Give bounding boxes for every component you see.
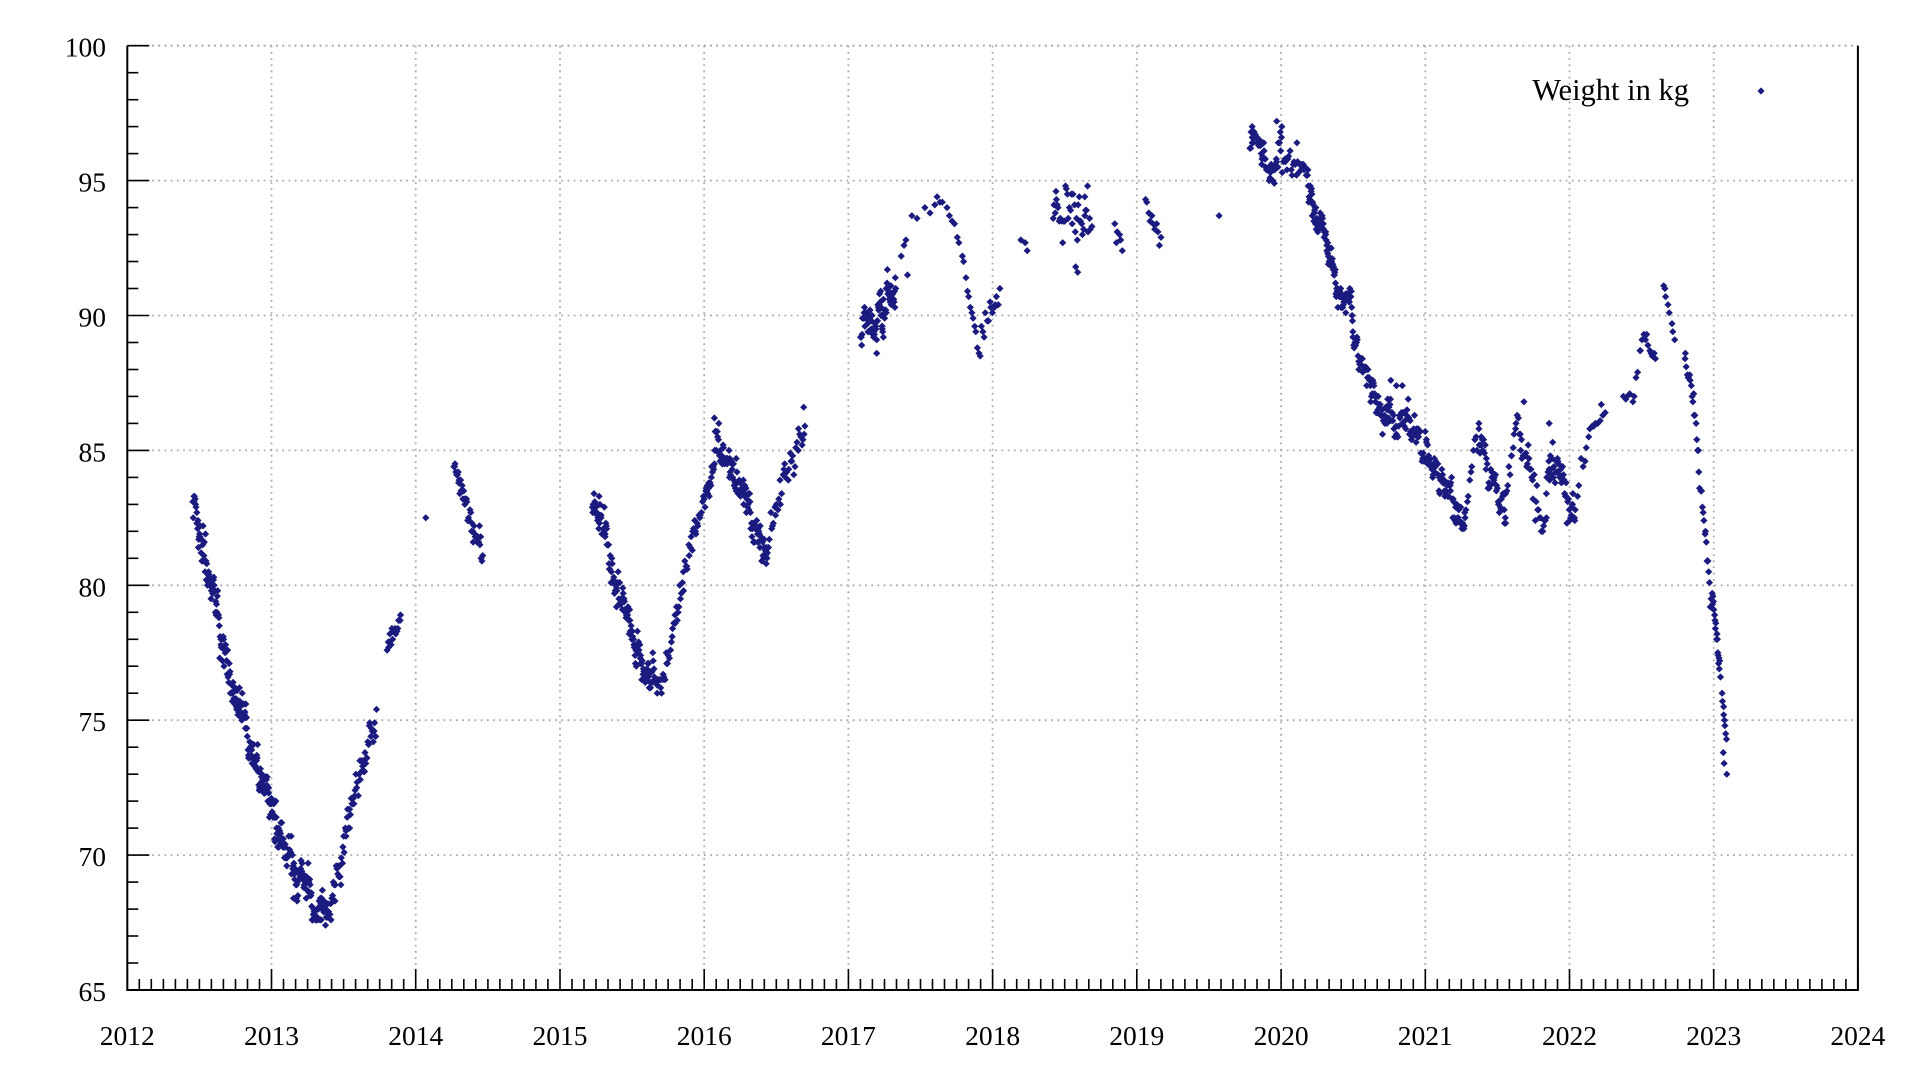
svg-text:Weight in kg: Weight in kg (1532, 73, 1689, 107)
svg-text:2015: 2015 (533, 1020, 588, 1051)
svg-text:2023: 2023 (1686, 1020, 1741, 1051)
svg-text:2020: 2020 (1254, 1020, 1309, 1051)
svg-text:2013: 2013 (244, 1020, 299, 1051)
svg-text:80: 80 (79, 571, 107, 602)
svg-text:95: 95 (79, 167, 107, 198)
svg-text:2014: 2014 (388, 1020, 443, 1051)
svg-text:100: 100 (65, 32, 106, 63)
svg-text:2024: 2024 (1830, 1020, 1885, 1051)
svg-text:70: 70 (79, 841, 107, 872)
svg-text:2021: 2021 (1398, 1020, 1453, 1051)
svg-text:2022: 2022 (1542, 1020, 1597, 1051)
svg-text:90: 90 (79, 302, 107, 333)
svg-text:2019: 2019 (1109, 1020, 1164, 1051)
svg-text:75: 75 (79, 706, 107, 737)
svg-text:65: 65 (79, 976, 107, 1007)
svg-text:2016: 2016 (677, 1020, 732, 1051)
svg-text:2012: 2012 (100, 1020, 155, 1051)
svg-text:2017: 2017 (821, 1020, 876, 1051)
svg-text:85: 85 (79, 436, 107, 467)
svg-text:2018: 2018 (965, 1020, 1020, 1051)
